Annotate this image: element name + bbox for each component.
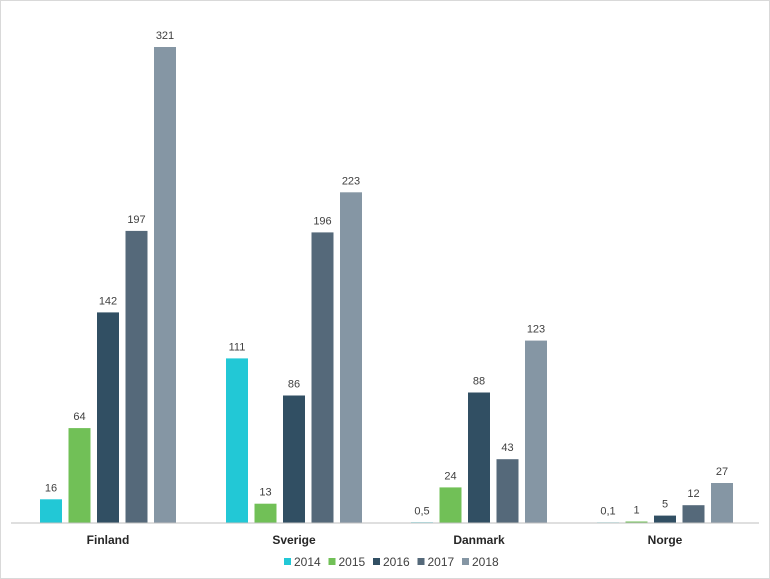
- bar-danmark-2017: [496, 459, 519, 523]
- value-label-sverige-2016: 86: [288, 379, 300, 391]
- value-label-finland-2015: 64: [73, 411, 85, 423]
- bar-norge-2017: [682, 505, 705, 523]
- value-label-finland-2014: 16: [45, 482, 57, 494]
- bar-danmark-2018: [525, 340, 547, 523]
- value-labels-layer: 16 64 142 197 321 111 13 86 196 223 0,5 24 88 43 123 0,…: [45, 30, 728, 517]
- bar-finland-2014: [40, 499, 62, 523]
- bar-norge-2016: [654, 515, 676, 523]
- category-label-danmark: Danmark: [453, 533, 505, 547]
- bar-danmark-2016: [468, 392, 490, 523]
- legend-swatch-2014: [284, 558, 291, 565]
- bar-sverige-2018: [340, 192, 362, 524]
- bar-sverige-2014: [226, 358, 248, 523]
- value-label-danmark-2015: 24: [444, 470, 456, 482]
- bar-norge-2015: [625, 521, 648, 523]
- category-labels-layer: Finland Sverige Danmark Norge: [87, 533, 683, 547]
- bar-finland-2018: [154, 47, 176, 523]
- value-label-norge-2018: 27: [716, 466, 728, 478]
- legend-swatch-2016: [373, 558, 380, 565]
- legend-label-2015: 2015: [339, 555, 366, 569]
- value-label-finland-2016: 142: [99, 295, 117, 307]
- category-label-sverige: Sverige: [272, 533, 316, 547]
- value-label-danmark-2016: 88: [473, 376, 485, 388]
- value-label-sverige-2015: 13: [259, 487, 271, 499]
- legend-label-2014: 2014: [294, 555, 321, 569]
- legend: 2014 2015 2016 2017 2018: [284, 555, 499, 569]
- bar-danmark-2015: [439, 487, 462, 523]
- bar-finland-2017: [125, 230, 148, 523]
- bar-sverige-2015: [254, 503, 277, 523]
- bar-finland-2016: [97, 312, 119, 523]
- value-label-finland-2018: 321: [156, 30, 174, 42]
- legend-label-2018: 2018: [472, 555, 499, 569]
- value-label-danmark-2018: 123: [527, 324, 545, 336]
- value-label-sverige-2018: 223: [342, 175, 360, 187]
- bars-layer: [40, 47, 733, 524]
- bar-norge-2018: [711, 483, 733, 523]
- value-label-norge-2017: 12: [687, 488, 699, 500]
- value-label-norge-2015: 1: [633, 505, 639, 517]
- value-label-norge-2014: 0,1: [600, 505, 615, 517]
- legend-label-2016: 2016: [383, 555, 410, 569]
- legend-label-2017: 2017: [428, 555, 455, 569]
- value-label-danmark-2014: 0,5: [414, 505, 429, 517]
- legend-swatch-2015: [328, 558, 336, 565]
- value-label-finland-2017: 197: [127, 214, 145, 226]
- value-label-sverige-2014: 111: [229, 341, 246, 353]
- category-label-norge: Norge: [648, 533, 683, 547]
- bar-sverige-2017: [311, 232, 334, 523]
- value-label-norge-2016: 5: [662, 499, 668, 511]
- bar-sverige-2016: [283, 395, 305, 523]
- value-label-danmark-2017: 43: [501, 442, 513, 454]
- legend-swatch-2018: [462, 558, 469, 565]
- value-label-sverige-2017: 196: [313, 215, 331, 227]
- category-label-finland: Finland: [87, 533, 130, 547]
- bar-finland-2015: [68, 428, 91, 523]
- legend-swatch-2017: [417, 558, 425, 565]
